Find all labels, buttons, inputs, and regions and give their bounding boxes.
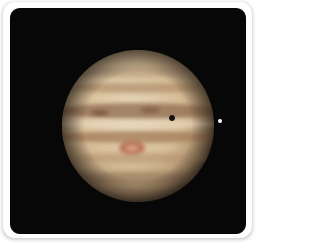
jupiter-photo — [0, 0, 256, 243]
planet-limb — [62, 50, 214, 202]
moon-shadow — [169, 115, 175, 121]
moon — [218, 119, 222, 123]
